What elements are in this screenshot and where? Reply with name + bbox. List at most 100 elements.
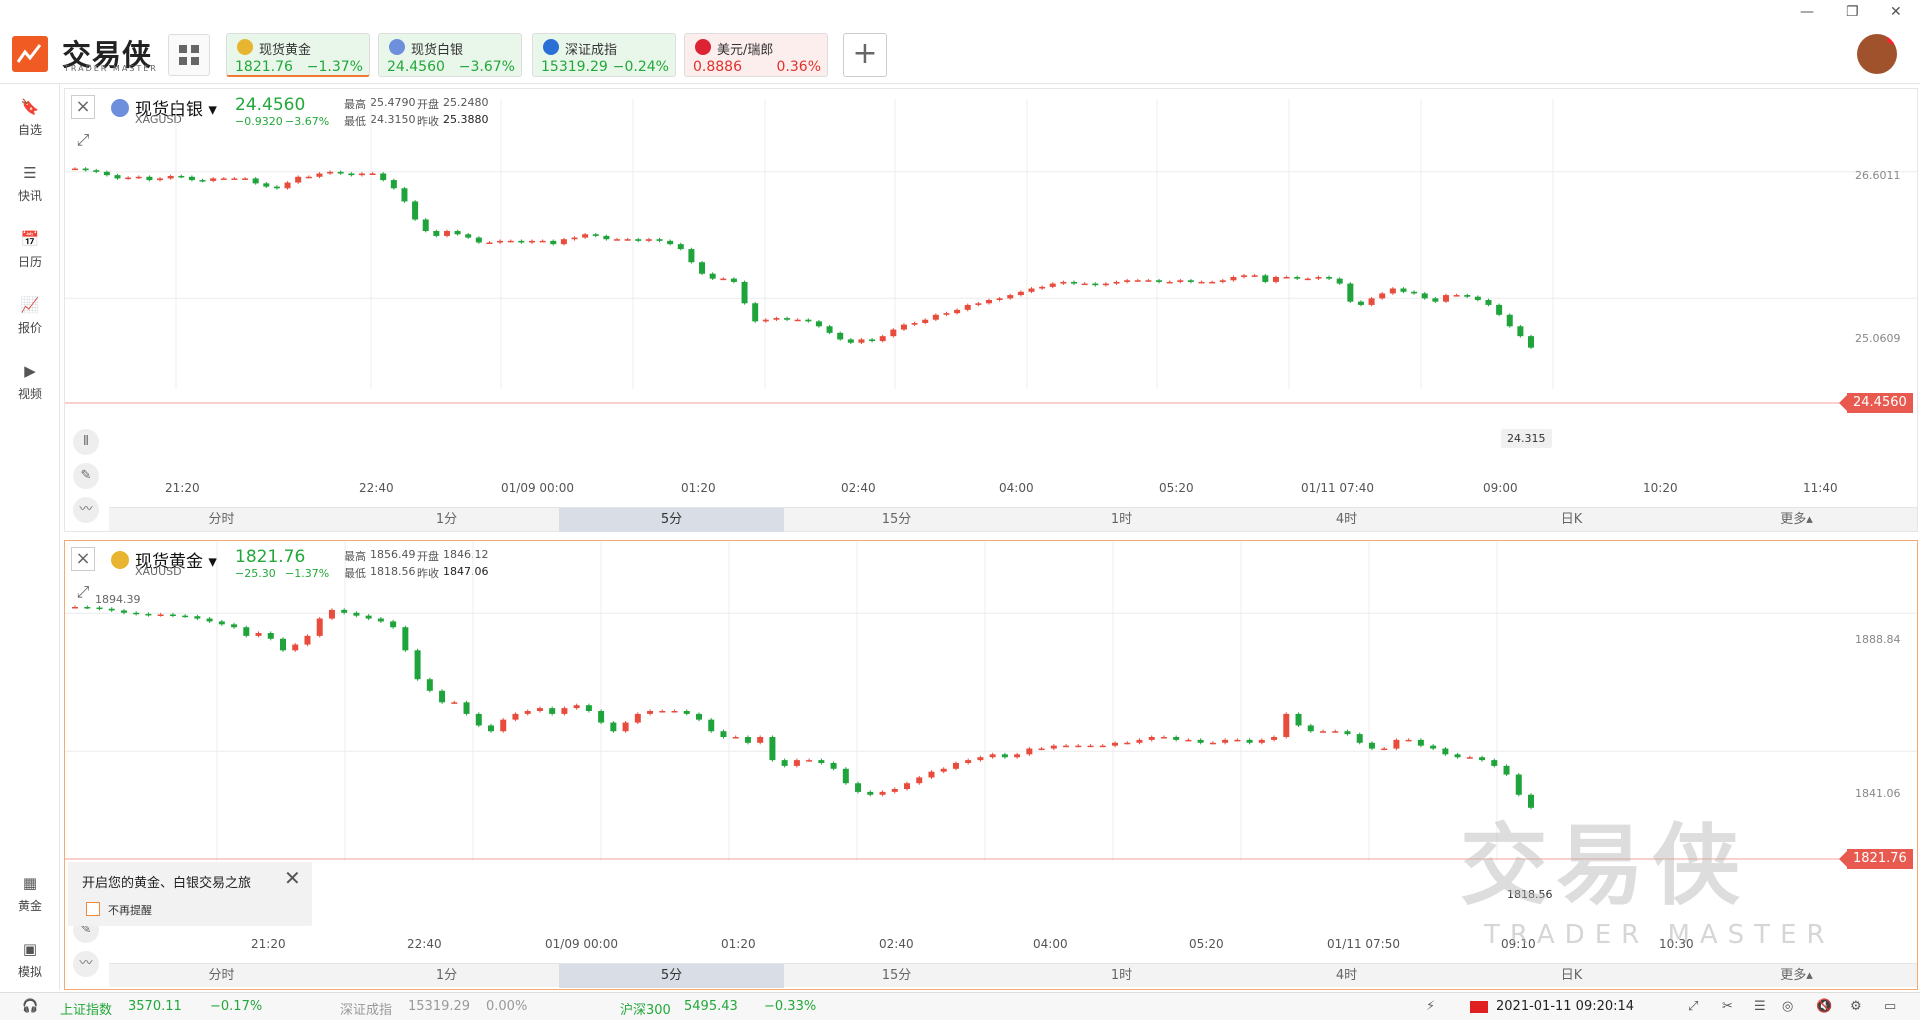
candle-body[interactable]	[231, 624, 238, 628]
panel-title[interactable]: 现货白银 ▾	[135, 100, 217, 120]
candle-body[interactable]	[996, 298, 1003, 300]
candle-body[interactable]	[114, 175, 121, 179]
candle-body[interactable]	[1307, 725, 1314, 732]
candle-body[interactable]	[683, 711, 690, 714]
candle-body[interactable]	[830, 763, 837, 769]
sidebar-item-1[interactable]: 🔖 自选	[0, 98, 60, 138]
candle-body[interactable]	[292, 644, 299, 651]
candle-body[interactable]	[985, 300, 992, 304]
candle-body[interactable]	[977, 757, 984, 761]
candle-body[interactable]	[267, 633, 274, 639]
candle-body[interactable]	[952, 763, 959, 769]
candle-body[interactable]	[645, 239, 652, 241]
candle-body[interactable]	[1219, 280, 1226, 282]
candle-body[interactable]	[1474, 296, 1481, 300]
candle-body[interactable]	[1283, 713, 1290, 737]
candle-style-icon[interactable]: ⫴	[73, 429, 99, 455]
candle-body[interactable]	[1357, 301, 1364, 305]
candle-body[interactable]	[647, 711, 654, 714]
candle-body[interactable]	[84, 607, 91, 609]
candle-body[interactable]	[1432, 298, 1439, 302]
candle-body[interactable]	[928, 771, 935, 778]
candle-body[interactable]	[1198, 281, 1205, 284]
candle-body[interactable]	[964, 304, 971, 310]
candle-body[interactable]	[793, 760, 800, 766]
candle-body[interactable]	[1368, 298, 1375, 305]
headset-icon[interactable]: 🎧	[22, 999, 39, 1014]
quote-tab-1[interactable]: 现货黄金 1821.76 −1.37%	[226, 33, 370, 77]
candle-body[interactable]	[1017, 291, 1024, 296]
candle-body[interactable]	[603, 235, 610, 240]
candle-body[interactable]	[598, 711, 605, 723]
candle-body[interactable]	[696, 713, 702, 720]
candle-body[interactable]	[524, 711, 531, 714]
candle-body[interactable]	[1102, 283, 1109, 286]
candle-body[interactable]	[1258, 739, 1265, 743]
candle-body[interactable]	[103, 171, 110, 176]
candle-body[interactable]	[451, 702, 458, 704]
candle-body[interactable]	[242, 178, 249, 180]
candle-body[interactable]	[125, 177, 132, 180]
candle-body[interactable]	[741, 281, 748, 304]
candle-body[interactable]	[194, 616, 201, 619]
timeframe-tab[interactable]: 分时	[208, 968, 235, 983]
candle-body[interactable]	[1014, 754, 1021, 758]
candle-body[interactable]	[1092, 283, 1099, 286]
candle-body[interactable]	[1528, 336, 1534, 348]
candle-body[interactable]	[1453, 295, 1460, 297]
candle-body[interactable]	[178, 175, 185, 178]
candle-body[interactable]	[167, 175, 174, 179]
candle-body[interactable]	[365, 615, 372, 619]
candle-body[interactable]	[943, 313, 950, 315]
candle-body[interactable]	[1173, 737, 1180, 740]
candle-body[interactable]	[1356, 734, 1363, 743]
grid-layout-button[interactable]	[168, 34, 210, 76]
candle-body[interactable]	[210, 178, 217, 181]
candle-body[interactable]	[1209, 281, 1216, 284]
candle-body[interactable]	[1007, 295, 1014, 299]
candle-body[interactable]	[1241, 275, 1248, 277]
candle-body[interactable]	[475, 713, 482, 726]
candle-body[interactable]	[1405, 739, 1412, 742]
candle-body[interactable]	[263, 183, 270, 187]
candle-body[interactable]	[1528, 794, 1534, 808]
candle-body[interactable]	[550, 240, 557, 245]
candle-body[interactable]	[1234, 739, 1241, 742]
candle-body[interactable]	[656, 239, 663, 241]
candle-body[interactable]	[380, 173, 387, 181]
candle-body[interactable]	[867, 791, 874, 795]
candle-body[interactable]	[390, 621, 397, 628]
candle-body[interactable]	[295, 176, 302, 183]
candle-body[interactable]	[135, 176, 142, 179]
dont-remind-checkbox[interactable]	[86, 902, 100, 916]
candle-body[interactable]	[954, 309, 961, 314]
candle-body[interactable]	[182, 615, 189, 618]
draw-tool-icon[interactable]: ✎	[73, 463, 99, 489]
candle-body[interactable]	[1466, 757, 1473, 759]
candle-body[interactable]	[708, 719, 715, 732]
candle-body[interactable]	[858, 339, 865, 343]
candle-body[interactable]	[133, 612, 140, 615]
candle-body[interactable]	[1026, 748, 1033, 755]
candle-body[interactable]	[1295, 713, 1302, 726]
candle-body[interactable]	[337, 171, 344, 174]
candle-body[interactable]	[512, 713, 519, 720]
candle-body[interactable]	[975, 303, 982, 305]
candle-body[interactable]	[1379, 293, 1386, 299]
sidebar-item-3[interactable]: 📅 日历	[0, 230, 60, 270]
candle-body[interactable]	[1421, 293, 1428, 299]
candle-body[interactable]	[730, 278, 737, 282]
candle-body[interactable]	[826, 326, 833, 333]
minimize-icon[interactable]: —	[1800, 4, 1814, 20]
timeframe-tab[interactable]: 日K	[1560, 512, 1583, 527]
candle-body[interactable]	[1075, 745, 1082, 748]
fullscreen-icon[interactable]: ⤢	[1688, 999, 1699, 1014]
candle-body[interactable]	[507, 240, 514, 243]
candle-body[interactable]	[560, 239, 567, 245]
candle-body[interactable]	[1430, 745, 1437, 749]
candle-body[interactable]	[549, 708, 556, 714]
candle-body[interactable]	[1326, 277, 1333, 279]
candle-body[interactable]	[108, 608, 115, 611]
candle-body[interactable]	[414, 650, 421, 680]
candle-body[interactable]	[879, 791, 886, 795]
